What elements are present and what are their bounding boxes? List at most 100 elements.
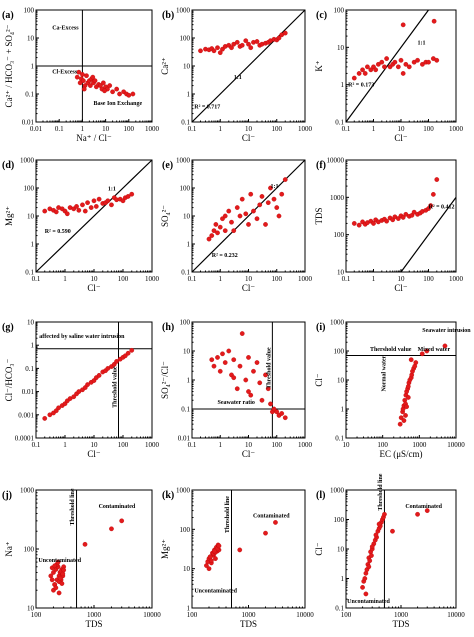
data-point xyxy=(109,202,114,208)
x-tick-label: 0.1 xyxy=(342,125,351,133)
y-tick-label: 100 xyxy=(334,231,345,239)
data-point xyxy=(96,373,102,378)
annotation: Mixed water xyxy=(418,347,451,353)
data-point xyxy=(403,413,408,418)
data-point xyxy=(411,209,417,215)
data-point xyxy=(239,331,245,336)
y-tick-label: 0.01 xyxy=(22,119,35,127)
data-point xyxy=(234,205,240,210)
data-point xyxy=(274,409,280,415)
data-point xyxy=(90,74,96,80)
x-axis-label: Cl⁻ xyxy=(87,449,101,459)
data-point xyxy=(282,30,288,36)
y-axis-label: SO₄²⁻/Cl⁻ xyxy=(160,361,170,399)
data-point xyxy=(366,564,372,570)
annotation: 1:1 xyxy=(418,40,426,46)
data-point xyxy=(91,198,97,204)
data-point xyxy=(101,80,106,86)
panel-k: 100 1000 10000 1 10 100 1000 Contaminated Uncont… xyxy=(160,487,314,630)
x-tick-label: 0.1 xyxy=(32,275,41,283)
x-tick-label: 10 xyxy=(398,125,406,133)
x-axis-label: TDS xyxy=(85,619,102,629)
data-point xyxy=(373,67,379,73)
data-point xyxy=(125,194,131,199)
data-point xyxy=(365,64,370,70)
y-tick-label: 1000 xyxy=(20,487,35,495)
x-axis-label: Cl⁻ xyxy=(394,133,408,143)
panel-label: (h) xyxy=(162,322,174,333)
data-point xyxy=(81,78,86,83)
data-point xyxy=(276,35,282,41)
data-point xyxy=(87,83,93,88)
data-point xyxy=(114,86,120,92)
data-point xyxy=(376,521,382,527)
data-point xyxy=(56,405,61,411)
y-tick-label: 100 xyxy=(24,7,35,15)
data-point xyxy=(85,200,90,205)
panel-a: 0.01 0.1 1 10 100 1000 0.01 0.1 1 10 100 Ca-Excess C… xyxy=(2,7,160,144)
y-tick-label: 1 xyxy=(187,377,191,385)
y-tick-label: 1 xyxy=(31,63,35,71)
data-point xyxy=(56,590,62,596)
x-tick-label: 1000 xyxy=(145,125,160,133)
data-point xyxy=(408,357,414,363)
y-tick-label: 100 xyxy=(180,185,191,193)
annotation: Cl-Excess xyxy=(52,69,78,75)
annotation: Uncontaminated xyxy=(194,588,237,594)
data-point xyxy=(92,78,98,83)
data-point xyxy=(215,355,220,360)
data-point xyxy=(217,224,223,230)
y-axis-label: Cl⁻/HCO₃⁻ xyxy=(4,358,14,401)
annotation: Contaminated xyxy=(405,504,442,510)
y-tick-label: 0.001 xyxy=(18,411,34,419)
y-tick-label: 0.1 xyxy=(181,269,190,277)
annotation: Threshold value xyxy=(266,347,272,389)
data-point xyxy=(217,368,223,374)
y-axis-label: Mg²⁺ xyxy=(160,539,170,559)
data-point xyxy=(231,375,237,381)
y-tick-label: 1000 xyxy=(20,157,35,165)
x-tick-label: 100 xyxy=(341,611,352,619)
x-tick-label: 1000 xyxy=(145,275,160,283)
data-point xyxy=(129,191,135,197)
data-point xyxy=(404,404,409,410)
data-point xyxy=(382,511,387,517)
data-point xyxy=(220,351,225,357)
y-tick-label: 1 xyxy=(341,575,345,583)
x-axis-label: Cl⁻ xyxy=(394,283,408,293)
y-tick-label: 1000 xyxy=(176,157,191,165)
plot-frame xyxy=(345,9,457,123)
y-axis-label: Cl⁻ xyxy=(314,542,324,556)
data-point xyxy=(231,357,237,363)
data-point xyxy=(246,355,251,360)
data-point xyxy=(390,528,395,534)
panel-label: (e) xyxy=(162,160,173,171)
data-point xyxy=(93,204,99,209)
y-tick-label: 0.1 xyxy=(25,91,34,99)
y-tick-label: 1000 xyxy=(176,487,191,495)
data-point xyxy=(392,59,398,65)
data-point xyxy=(271,196,277,202)
x-tick-label: 1 xyxy=(81,125,85,133)
data-point xyxy=(351,75,357,81)
data-point xyxy=(226,208,232,214)
x-axis-label: Cl⁻ xyxy=(242,133,256,143)
x-tick-label: 10 xyxy=(91,275,99,283)
y-tick-label: 0.1 xyxy=(335,119,344,127)
annotation: Threshold line xyxy=(378,473,384,510)
data-point xyxy=(434,177,440,182)
data-point xyxy=(271,406,277,412)
x-axis-label: Na⁺ / Cl⁻ xyxy=(76,133,112,143)
x-tick-label: 10 xyxy=(398,275,406,283)
y-tick-label: 10 xyxy=(183,63,191,71)
data-point xyxy=(119,518,125,524)
data-point xyxy=(229,45,234,51)
data-point xyxy=(251,368,256,374)
x-tick-label: 10 xyxy=(91,441,99,449)
y-axis-label: Ca²⁺ / HCO₃⁻ + SO₄²⁻ xyxy=(4,24,14,107)
data-point xyxy=(248,191,254,197)
data-point xyxy=(263,222,268,227)
x-tick-label: 100 xyxy=(118,275,129,283)
